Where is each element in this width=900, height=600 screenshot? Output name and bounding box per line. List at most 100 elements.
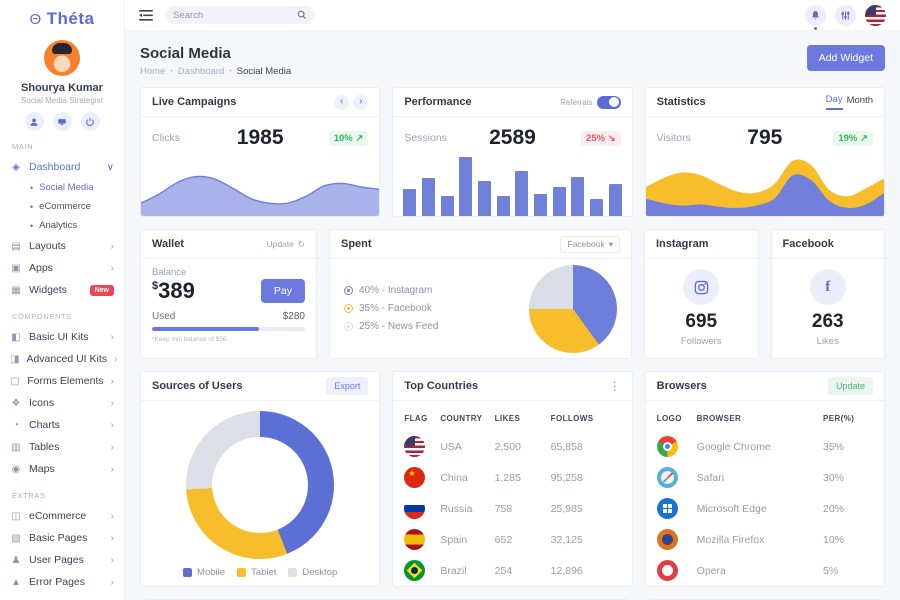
metric-label: Visitors xyxy=(656,132,691,144)
legend-item: Tablet xyxy=(237,567,276,578)
card-title: Browsers xyxy=(656,380,707,392)
trend-down-icon: ↘ xyxy=(607,132,616,144)
wallet-update-button[interactable]: Update ↻ xyxy=(266,238,305,250)
sidebar-subitem[interactable]: • Analytics xyxy=(30,220,78,231)
legend-item: 35% - Facebook xyxy=(344,303,438,314)
spent-card: Spent Facebook ▾ 40% - Instagram xyxy=(329,229,632,359)
opera-logo-icon xyxy=(656,560,678,581)
balance-progress-bar xyxy=(152,327,305,331)
sidebar-item[interactable]: ◨ Advanced UI Kits › xyxy=(10,353,118,365)
advanced-ui-kits-icon: ◨ xyxy=(10,353,20,365)
new-badge: New xyxy=(89,284,114,296)
notifications-button[interactable] xyxy=(805,4,826,30)
statistics-card: Statistics Day Month Visitors 795 19% ↗ xyxy=(644,87,885,217)
browsers-card: Browsers Update LOGO BROWSER PER(%) xyxy=(644,371,885,587)
brand-logo[interactable]: Θ Théta xyxy=(0,0,124,38)
followers-count: 695 xyxy=(685,311,718,332)
tab-day[interactable]: Day xyxy=(825,94,843,110)
facebook-card: Facebook f 263 Likes xyxy=(770,229,885,359)
sidebar-item[interactable]: ▤ Layouts › xyxy=(11,240,114,252)
sidebar-item[interactable]: ▥ Tables › xyxy=(11,441,114,453)
sidebar-toggle-button[interactable] xyxy=(139,9,155,21)
sidebar-item[interactable]: ▣ Apps › xyxy=(11,262,114,274)
tab-month[interactable]: Month xyxy=(846,95,873,106)
chevron-right-icon: › xyxy=(110,463,114,475)
sidebar-item[interactable]: ▢ Forms Elements › xyxy=(10,375,114,387)
sidebar-item[interactable]: ◉ Maps › xyxy=(11,463,114,475)
metric-label: Clicks xyxy=(152,132,180,144)
profile-name: Shourya Kumar xyxy=(21,82,103,94)
sidebar-item[interactable]: ◔ Charts › xyxy=(10,414,114,436)
sidebar-subitem[interactable]: • eCommerce xyxy=(30,201,91,212)
bullet-icon: • xyxy=(30,182,34,193)
sliders-icon xyxy=(841,10,850,20)
bar xyxy=(421,177,435,216)
search-icon[interactable] xyxy=(297,10,307,20)
card-title: Live Campaigns xyxy=(152,96,237,108)
referrals-label: Referrals xyxy=(560,97,593,107)
search-box xyxy=(165,6,315,24)
chevron-right-icon: › xyxy=(110,510,114,522)
browsers-update-button[interactable]: Update xyxy=(827,377,873,395)
table-row: Google Chrome 35% xyxy=(656,431,873,462)
export-button[interactable]: Export xyxy=(326,377,369,395)
prev-button[interactable]: ‹ xyxy=(334,94,350,110)
chevron-right-icon: › xyxy=(110,397,114,409)
extras-items: ◫ eCommerce › ▧ Basic Pages › ♟ User Pag… xyxy=(10,505,114,593)
sidebar-item[interactable]: ❖ Icons › xyxy=(11,397,114,409)
search-input[interactable] xyxy=(173,9,297,21)
sidebar-item[interactable]: ◧ Basic UI Kits › xyxy=(11,331,114,343)
icons-icon: ❖ xyxy=(11,397,21,409)
chrome-logo-icon xyxy=(656,436,678,457)
table-row: Russia 758 25,985 xyxy=(404,493,620,524)
sidebar-nav: MAIN ◈ Dashboard ∨ • Social Media • eCom… xyxy=(0,142,124,593)
sidebar-item[interactable]: ▧ Basic Pages › xyxy=(11,532,114,544)
sidebar-item[interactable]: ♟ User Pages › xyxy=(11,554,114,566)
profile-logout-button[interactable] xyxy=(80,112,100,131)
wallet-row: Wallet Update ↻ Balance $389 Pay Used $2… xyxy=(140,229,885,359)
bar xyxy=(515,171,529,216)
layouts-icon: ▤ xyxy=(11,240,21,252)
legend-dot-icon xyxy=(344,304,353,313)
edge-logo-icon xyxy=(656,498,678,519)
avatar[interactable] xyxy=(44,40,80,76)
browsers-table-body: Google Chrome 35% Safari 30% xyxy=(656,431,873,586)
next-button[interactable]: › xyxy=(353,94,369,110)
instagram-card: Instagram 695 Followers xyxy=(644,229,759,359)
legend-swatch-icon xyxy=(183,568,193,577)
chevron-right-icon: › xyxy=(110,419,114,431)
breadcrumb-dashboard[interactable]: Dashboard xyxy=(177,66,225,77)
china-flag-icon xyxy=(404,467,426,488)
sidebar-item[interactable]: ◫ eCommerce › xyxy=(11,510,114,522)
settings-button[interactable] xyxy=(835,4,856,26)
section-label-main: MAIN xyxy=(12,142,34,151)
basic-ui-kits-icon: ◧ xyxy=(11,331,21,343)
table-row: Opera 5% xyxy=(656,555,873,586)
maps-icon: ◉ xyxy=(11,463,21,475)
table-row: China 1,285 95,258 xyxy=(404,462,620,493)
profile-user-button[interactable] xyxy=(24,112,44,131)
add-widget-button[interactable]: Add Widget xyxy=(806,45,885,71)
sidebar-item[interactable]: ▲ Error Pages › xyxy=(11,576,114,588)
legend-item: Mobile xyxy=(183,567,225,578)
sidebar-item[interactable]: ▦ Widgets New xyxy=(10,279,114,301)
usa-flag-icon[interactable] xyxy=(865,4,886,26)
chevron-right-icon: › xyxy=(110,375,114,387)
kebab-menu-icon[interactable]: ⋮ xyxy=(608,379,621,393)
pay-button[interactable]: Pay xyxy=(260,279,305,303)
metrics-row: Live Campaigns ‹ › Clicks 1985 10% ↗ Per… xyxy=(140,87,885,217)
profile-messages-button[interactable] xyxy=(52,112,72,131)
sidebar-subitem[interactable]: • Social Media xyxy=(30,182,94,193)
chevron-right-icon: › xyxy=(110,441,114,453)
sidebar-item-dashboard[interactable]: ◈ Dashboard ∨ xyxy=(10,156,114,178)
spent-filter-dropdown[interactable]: Facebook ▾ xyxy=(560,235,620,253)
breadcrumb-home[interactable]: Home xyxy=(140,66,166,77)
refresh-icon: ↻ xyxy=(297,238,305,249)
card-title: Statistics xyxy=(656,96,706,108)
dashboard-icon: ◈ xyxy=(12,161,20,173)
breadcrumb-separator: • xyxy=(170,68,173,75)
metric-value: 795 xyxy=(747,126,783,149)
referrals-toggle[interactable] xyxy=(596,95,621,109)
legend-dot-icon xyxy=(344,286,353,295)
